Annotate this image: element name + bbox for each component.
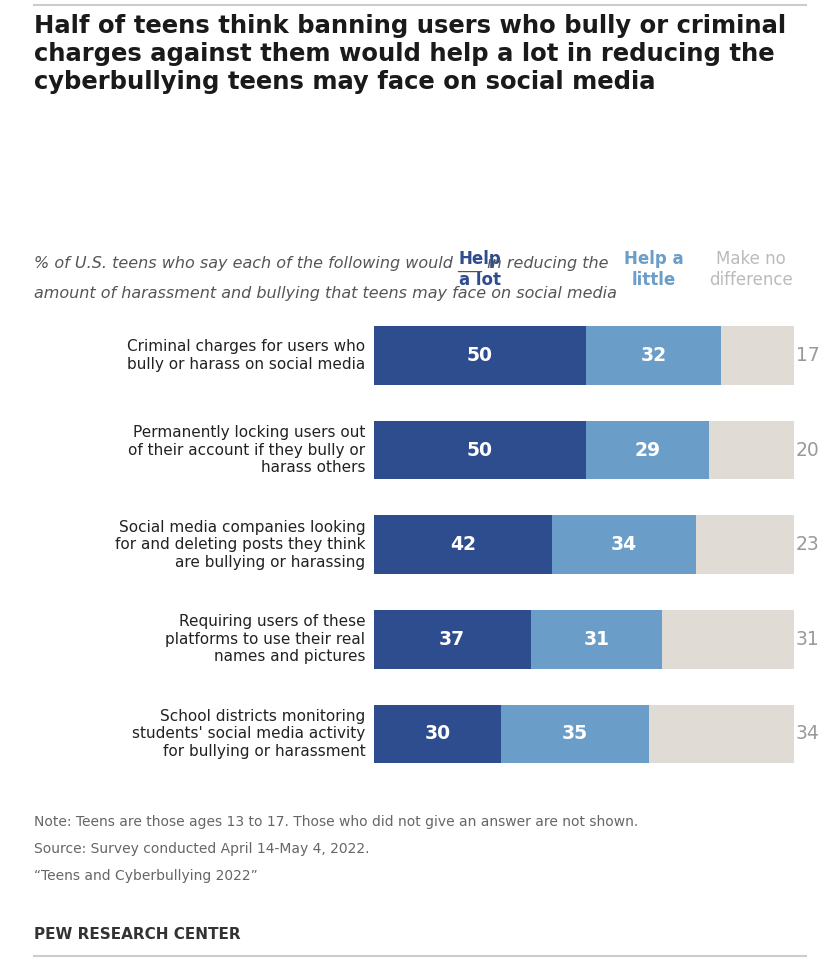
Text: Help
a lot: Help a lot [459, 251, 501, 289]
Bar [585, 326, 722, 385]
Bar [696, 516, 794, 574]
Text: 30: 30 [424, 724, 450, 743]
Text: Social media companies looking
for and deleting posts they think
are bullying or: Social media companies looking for and d… [115, 520, 365, 570]
Text: “Teens and Cyberbullying 2022”: “Teens and Cyberbullying 2022” [34, 869, 257, 883]
Bar [585, 420, 709, 479]
Text: 50: 50 [467, 346, 493, 365]
Bar [722, 326, 794, 385]
Text: Criminal charges for users who
bully or harass on social media: Criminal charges for users who bully or … [127, 339, 365, 372]
Bar [374, 420, 585, 479]
Bar [374, 516, 552, 574]
Text: Make no
difference: Make no difference [709, 251, 793, 289]
Text: 34: 34 [611, 535, 637, 554]
Text: 31: 31 [795, 629, 820, 649]
Text: Half of teens think banning users who bully or criminal
charges against them wou: Half of teens think banning users who bu… [34, 14, 785, 94]
Text: Source: Survey conducted April 14-May 4, 2022.: Source: Survey conducted April 14-May 4,… [34, 842, 369, 856]
Bar [709, 420, 794, 479]
Text: amount of harassment and bullying that teens may face on social media: amount of harassment and bullying that t… [34, 286, 617, 302]
Text: 32: 32 [641, 346, 667, 365]
Bar [552, 516, 696, 574]
Text: 34: 34 [795, 724, 820, 743]
Text: 37: 37 [439, 629, 465, 649]
Text: 17: 17 [795, 346, 820, 365]
Text: Permanently locking users out
of their account if they bully or
harass others: Permanently locking users out of their a… [129, 425, 365, 475]
Text: PEW RESEARCH CENTER: PEW RESEARCH CENTER [34, 927, 240, 943]
Bar [531, 610, 662, 669]
Text: % of U.S. teens who say each of the following would ___ in reducing the: % of U.S. teens who say each of the foll… [34, 255, 608, 272]
Bar [374, 705, 501, 763]
Text: 50: 50 [467, 441, 493, 460]
Text: 31: 31 [584, 629, 609, 649]
Text: School districts monitoring
students' social media activity
for bullying or hara: School districts monitoring students' so… [132, 709, 365, 759]
Bar [662, 610, 794, 669]
Text: 35: 35 [562, 724, 588, 743]
Bar [649, 705, 794, 763]
Text: 42: 42 [450, 535, 475, 554]
Text: 23: 23 [795, 535, 820, 554]
Bar [374, 326, 585, 385]
Text: Requiring users of these
platforms to use their real
names and pictures: Requiring users of these platforms to us… [165, 614, 365, 664]
Bar [501, 705, 649, 763]
Bar [374, 610, 531, 669]
Text: Note: Teens are those ages 13 to 17. Those who did not give an answer are not sh: Note: Teens are those ages 13 to 17. Tho… [34, 815, 638, 829]
Text: Help a
little: Help a little [624, 251, 684, 289]
Text: 29: 29 [634, 441, 660, 460]
Text: 20: 20 [795, 441, 820, 460]
